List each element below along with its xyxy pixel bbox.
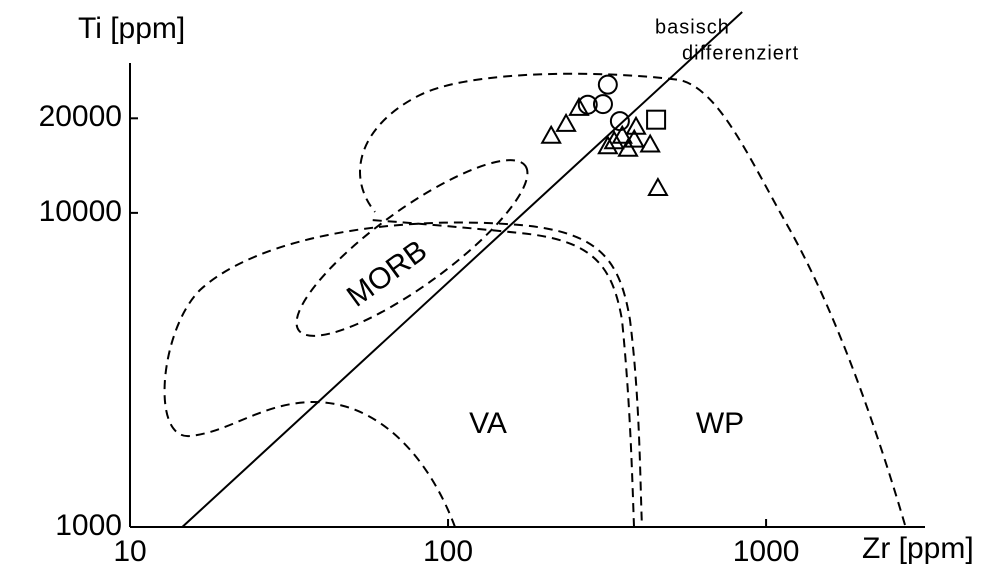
point-triangle <box>639 133 661 153</box>
point-square <box>646 109 667 130</box>
va-field <box>163 221 643 528</box>
y-tick-label: 1000 <box>55 509 122 542</box>
x-tick-label: 1000 <box>733 535 800 568</box>
x-axis-label: Zr [ppm] <box>862 532 974 565</box>
annotation: differenziert <box>682 42 799 64</box>
point-triangle <box>623 128 645 148</box>
va-inner-boundary <box>369 219 635 528</box>
x-tick-label: 10 <box>113 535 146 568</box>
y-axis-label: Ti [ppm] <box>78 12 185 45</box>
point-triangle <box>597 135 619 155</box>
annotation: basisch <box>655 16 730 38</box>
point-triangle <box>617 137 639 157</box>
point-triangle <box>647 176 669 197</box>
point-circle <box>597 74 618 95</box>
point-circle <box>592 94 613 115</box>
point-triangle <box>555 112 577 132</box>
wp-field <box>359 72 906 526</box>
point-triangle <box>603 130 625 150</box>
boundary-line <box>181 11 743 528</box>
y-tick-label: 10000 <box>39 195 122 228</box>
point-circle <box>609 111 630 132</box>
morb-field <box>295 159 529 337</box>
x-tick-label: 100 <box>423 535 473 568</box>
point-triangle <box>568 96 590 116</box>
annotation: VA <box>469 407 507 440</box>
y-tick-label: 20000 <box>39 100 122 133</box>
annotation: WP <box>696 407 744 440</box>
point-triangle <box>540 124 562 144</box>
